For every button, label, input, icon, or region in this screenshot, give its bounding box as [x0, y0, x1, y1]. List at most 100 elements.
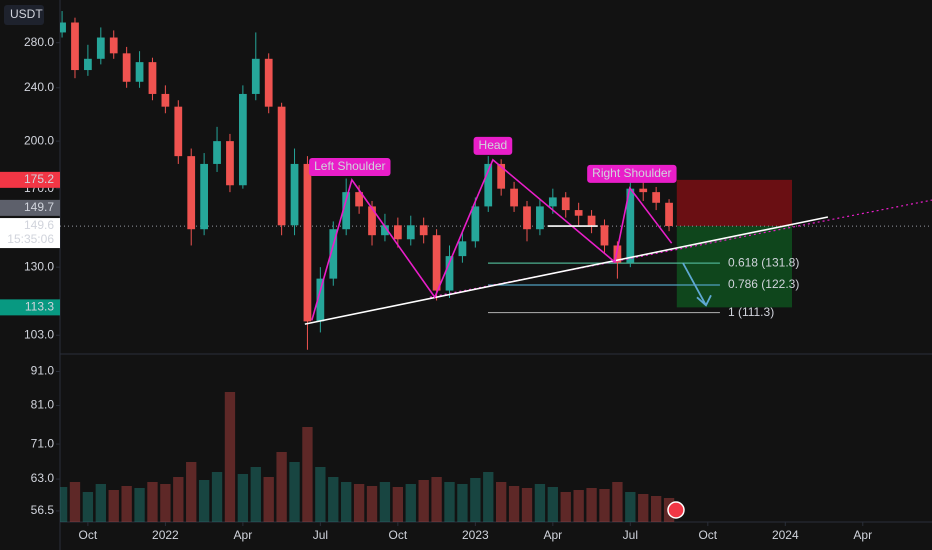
volume-bar — [444, 482, 455, 522]
volume-bar — [82, 492, 94, 522]
price-tag — [0, 171, 60, 188]
candle-body — [60, 22, 66, 33]
volume-bar — [134, 488, 145, 522]
candle-body — [96, 37, 105, 59]
volume-bar — [599, 489, 610, 522]
y-tick-label: 280.0 — [24, 35, 54, 49]
candle-body — [445, 256, 454, 291]
candle-body — [251, 58, 260, 94]
candle-body — [264, 58, 273, 107]
x-tick-label: Apr — [853, 528, 872, 542]
volume-bar — [95, 484, 106, 522]
volume-bar — [521, 488, 533, 522]
volume-bar — [276, 452, 287, 522]
volume-bar — [263, 477, 274, 522]
candle-body — [613, 245, 622, 263]
y-tick-label: 130.0 — [24, 259, 54, 273]
volume-bar — [547, 487, 558, 522]
x-tick-label: Apr — [543, 528, 562, 542]
candle-body — [381, 225, 389, 236]
candle-body — [122, 53, 131, 82]
volume-bar — [508, 486, 520, 522]
x-tick-label: Jul — [313, 528, 328, 542]
volume-bar — [379, 482, 391, 522]
y-tick-label: 200.0 — [24, 133, 54, 147]
volume-bar — [534, 484, 546, 522]
candle-body — [406, 225, 415, 240]
badge — [667, 501, 685, 519]
volume-bar — [392, 487, 404, 522]
x-tick-label: Oct — [389, 528, 408, 542]
volume-bar — [405, 484, 416, 522]
volume-bar — [160, 484, 171, 522]
annotation-box — [473, 136, 513, 155]
candle-body — [665, 202, 673, 227]
volume-bar — [237, 474, 249, 522]
candle-body — [393, 225, 402, 240]
y-tick-label: 71.0 — [31, 436, 55, 450]
candle-body — [497, 163, 506, 189]
volume-bar — [211, 472, 223, 522]
candle-body — [187, 156, 196, 230]
candle-body — [471, 206, 480, 242]
candle-body — [109, 37, 118, 54]
candle-body — [639, 188, 648, 193]
x-tick-label: Apr — [234, 528, 253, 542]
candle-body — [200, 163, 209, 230]
x-tick-label: Oct — [79, 528, 98, 542]
volume-bar — [289, 462, 300, 522]
candle-body — [458, 241, 467, 257]
candle-body — [226, 141, 234, 186]
candle-body — [626, 188, 635, 263]
candle-body — [432, 235, 441, 291]
y-tick-label: 240.0 — [24, 80, 54, 94]
annotation: Right Shoulder — [592, 166, 671, 180]
y-tick-label: 91.0 — [31, 364, 55, 378]
candle-body — [600, 225, 609, 246]
price-tag-label: 149.6 — [24, 218, 54, 232]
price-tag — [0, 299, 60, 316]
volume-bar — [302, 427, 313, 522]
arrow-head — [696, 294, 712, 307]
volume-bar — [121, 486, 132, 522]
candle-body — [652, 192, 661, 203]
candle-body — [84, 58, 92, 71]
candle-body — [290, 163, 299, 226]
x-tick-label: 2024 — [772, 528, 799, 542]
head-shoulders — [311, 158, 673, 321]
volume-bar — [496, 482, 507, 522]
candle-body — [213, 141, 221, 164]
candle-body — [174, 106, 183, 157]
x-tick-label: 2022 — [152, 528, 179, 542]
y-tick-label: 63.0 — [31, 471, 55, 485]
trendline — [304, 216, 829, 325]
candle-body — [161, 93, 170, 107]
candle-body — [277, 106, 286, 226]
fib-label: 1 (111.3) — [728, 305, 774, 319]
volume-bar — [586, 488, 597, 522]
candle-body — [329, 229, 338, 279]
candle-body — [419, 225, 428, 236]
y-tick-label: 81.0 — [31, 398, 55, 412]
fib-label: 0.786 (122.3) — [728, 277, 799, 291]
target-zone — [676, 226, 793, 308]
volume-bar — [328, 477, 339, 522]
annotation: Left Shoulder — [314, 159, 385, 173]
price-tag-label: 113.3 — [25, 300, 54, 314]
volume-bar — [483, 472, 494, 522]
x-tick-label: 2023 — [462, 528, 489, 542]
candle-body — [484, 163, 493, 207]
volume-bar — [612, 482, 623, 522]
volume-bar — [353, 484, 365, 522]
candle-body — [561, 197, 570, 211]
y-tick-label: 56.5 — [31, 503, 55, 517]
countdown: 15:35:06 — [7, 232, 54, 246]
candle-body — [342, 192, 351, 230]
volume-bar — [625, 492, 636, 522]
arrow — [682, 262, 707, 306]
currency-box — [4, 5, 44, 25]
x-tick-label: Oct — [698, 528, 717, 542]
price-tag — [0, 199, 60, 216]
volume-bar — [198, 480, 210, 522]
